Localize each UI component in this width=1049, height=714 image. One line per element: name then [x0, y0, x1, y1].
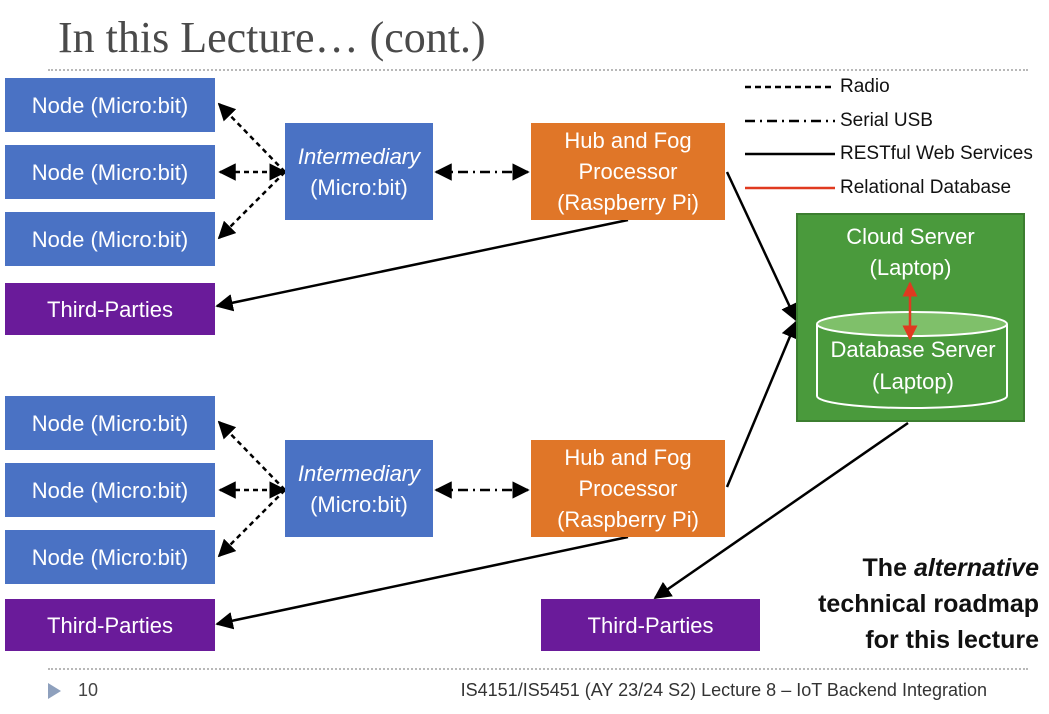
database-server: Database Server (Laptop): [813, 334, 1013, 398]
hub-line2: Processor: [578, 476, 678, 501]
node-label: Node (Micro:bit): [31, 410, 189, 436]
top-third-parties: Third-Parties: [5, 283, 215, 335]
cloud-third-parties: Third-Parties: [541, 599, 760, 651]
cloud-line1: Cloud Server: [846, 224, 975, 249]
node-label: Node (Micro:bit): [31, 226, 189, 252]
hub-line3: (Raspberry Pi): [557, 190, 699, 215]
footer-course: IS4151/IS5451 (AY 23/24 S2) Lecture 8 – …: [460, 680, 987, 700]
footer-divider: [48, 668, 1028, 670]
bottom-hub-to-cloud: [725, 320, 798, 488]
cloud-to-third: [653, 421, 909, 600]
top-intermediary: Intermediary (Micro:bit): [285, 123, 433, 220]
node-label: Node (Micro:bit): [31, 477, 189, 503]
page-number: 10: [78, 680, 99, 700]
bottom-node-1: Node (Micro:bit): [5, 396, 215, 450]
intermediary-label: Intermediary: [297, 143, 421, 169]
title-divider: [48, 69, 1028, 71]
legend-rest: RESTful Web Services: [840, 143, 1033, 164]
bottom-intermediary: Intermediary (Micro:bit): [285, 440, 433, 537]
bottom-hub-fog-processor: Hub and Fog Processor (Raspberry Pi): [531, 440, 725, 537]
node-label: Node (Micro:bit): [31, 159, 189, 185]
legend-db: Relational Database: [840, 177, 1012, 198]
top-node-1: Node (Micro:bit): [5, 78, 215, 132]
db-line1: Database Server: [830, 337, 996, 362]
legend-serial: Serial USB: [840, 110, 933, 131]
third-parties-label: Third-Parties: [47, 296, 173, 322]
legend-radio: Radio: [840, 76, 890, 97]
top-hub-to-cloud: [725, 171, 798, 322]
top-hub-fog-processor: Hub and Fog Processor (Raspberry Pi): [531, 123, 725, 220]
top-node-2: Node (Micro:bit): [5, 145, 215, 199]
slide-title: In this Lecture… (cont.): [58, 13, 486, 62]
play-arrow-icon: [48, 683, 61, 699]
hub-line3: (Raspberry Pi): [557, 507, 699, 532]
bottom-node-2: Node (Micro:bit): [5, 463, 215, 517]
top-radio-links: [217, 102, 287, 240]
hub-line1: Hub and Fog: [564, 445, 692, 470]
third-parties-label: Third-Parties: [587, 612, 714, 638]
roadmap-line3: for this lecture: [865, 626, 1039, 654]
intermediary-device: (Micro:bit): [310, 174, 408, 200]
intermediary-device: (Micro:bit): [310, 491, 408, 517]
top-hub-to-third: [215, 218, 629, 312]
hub-line1: Hub and Fog: [564, 128, 692, 153]
db-line2: (Laptop): [872, 369, 954, 394]
hub-line2: Processor: [578, 159, 678, 184]
bottom-node-3: Node (Micro:bit): [5, 530, 215, 584]
roadmap-line2: technical roadmap: [818, 590, 1039, 618]
roadmap-emph: alternative: [913, 554, 1039, 582]
roadmap-prefix: The: [862, 554, 914, 582]
intermediary-label: Intermediary: [297, 460, 421, 486]
node-label: Node (Micro:bit): [31, 92, 189, 118]
node-label: Node (Micro:bit): [31, 544, 189, 570]
bottom-radio-links: [217, 420, 287, 558]
roadmap-caption: The alternative technical roadmap for th…: [818, 550, 1039, 658]
third-parties-label: Third-Parties: [47, 612, 173, 638]
bottom-hub-to-third: [215, 535, 629, 630]
top-node-3: Node (Micro:bit): [5, 212, 215, 266]
bottom-third-parties: Third-Parties: [5, 599, 215, 651]
cloud-line2: (Laptop): [869, 255, 952, 280]
